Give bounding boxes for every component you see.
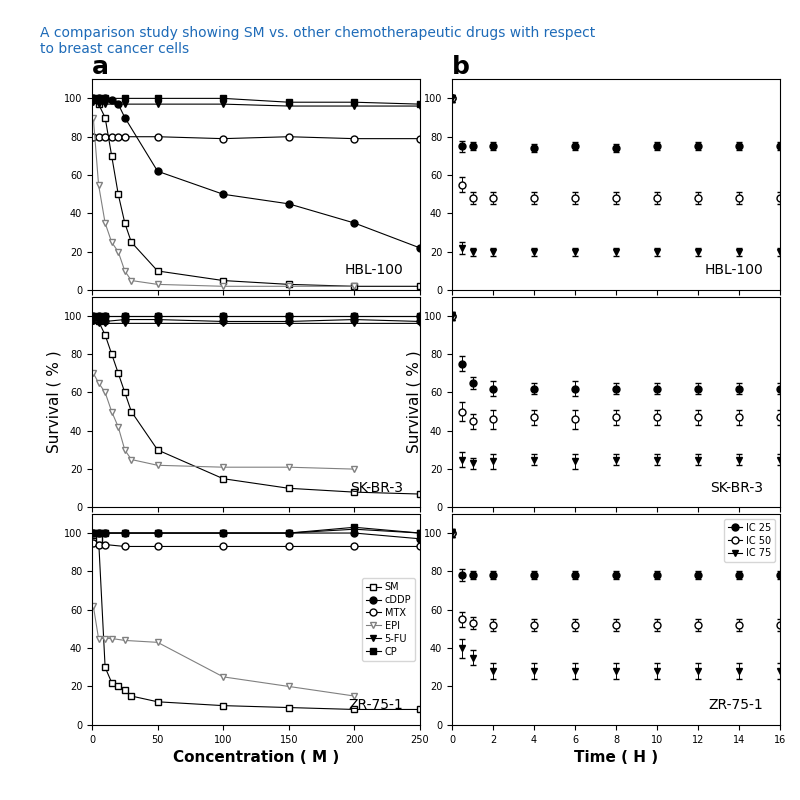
Y-axis label: Survival ( % ): Survival ( % ): [46, 350, 61, 454]
Text: A comparison study showing SM vs. other chemotherapeutic drugs with respect: A comparison study showing SM vs. other …: [40, 26, 595, 39]
Text: ZR-75-1: ZR-75-1: [709, 698, 763, 712]
X-axis label: Concentration ( M ): Concentration ( M ): [173, 750, 339, 765]
Y-axis label: Survival ( % ): Survival ( % ): [406, 350, 421, 454]
X-axis label: Time ( H ): Time ( H ): [574, 750, 658, 765]
Text: b: b: [452, 54, 470, 78]
Legend: SM, cDDP, MTX, EPI, 5-FU, CP: SM, cDDP, MTX, EPI, 5-FU, CP: [362, 578, 415, 661]
Text: SK-BR-3: SK-BR-3: [710, 481, 763, 495]
Text: HBL-100: HBL-100: [345, 263, 403, 278]
Text: HBL-100: HBL-100: [705, 263, 763, 278]
Text: a: a: [92, 54, 109, 78]
Text: ZR-75-1: ZR-75-1: [349, 698, 403, 712]
Text: SK-BR-3: SK-BR-3: [350, 481, 403, 495]
Legend: IC 25, IC 50, IC 75: IC 25, IC 50, IC 75: [724, 518, 775, 562]
Text: to breast cancer cells: to breast cancer cells: [40, 42, 189, 57]
